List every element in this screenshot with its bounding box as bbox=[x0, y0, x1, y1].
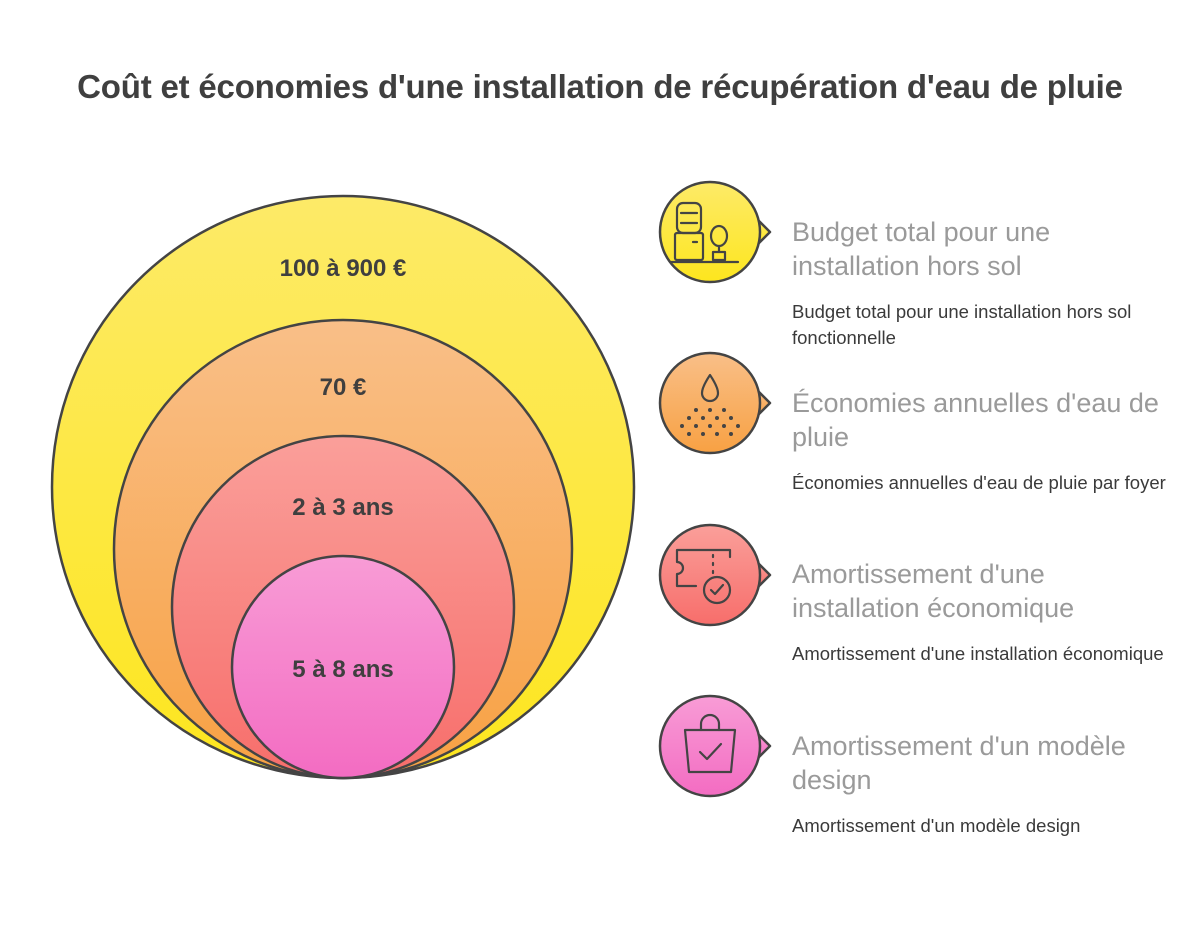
ticket-check-icon bbox=[658, 523, 772, 627]
item-payback-economic: Amortissement d'une installation économi… bbox=[792, 557, 1172, 667]
circle-label-budget: 100 à 900 € bbox=[280, 255, 407, 282]
item-heading: Amortissement d'une installation économi… bbox=[792, 559, 1075, 623]
item-description: Économies annuelles d'eau de pluie par f… bbox=[792, 472, 1166, 493]
water-drop-rain-icon bbox=[658, 351, 772, 455]
item-description: Amortissement d'une installation économi… bbox=[792, 643, 1164, 664]
item-description: Amortissement d'un modèle design bbox=[792, 815, 1081, 836]
circle-label-payback-economic: 2 à 3 ans bbox=[292, 494, 393, 521]
item-payback-design: Amortissement d'un modèle design Amortis… bbox=[792, 729, 1172, 839]
item-description: Budget total pour une installation hors … bbox=[792, 301, 1132, 348]
item-savings: Économies annuelles d'eau de pluie Écono… bbox=[792, 386, 1172, 496]
water-cooler-plant-icon bbox=[658, 180, 772, 284]
shopping-bag-check-icon bbox=[658, 694, 772, 798]
item-heading: Économies annuelles d'eau de pluie bbox=[792, 388, 1159, 452]
item-heading: Amortissement d'un modèle design bbox=[792, 731, 1126, 795]
page-title: Coût et économies d'une installation de … bbox=[77, 68, 1123, 105]
item-heading: Budget total pour une installation hors … bbox=[792, 217, 1051, 281]
circle-label-savings: 70 € bbox=[320, 374, 367, 401]
circle-payback-design bbox=[230, 554, 456, 780]
item-budget: Budget total pour une installation hors … bbox=[792, 215, 1172, 351]
circle-label-payback-design: 5 à 8 ans bbox=[292, 656, 393, 683]
